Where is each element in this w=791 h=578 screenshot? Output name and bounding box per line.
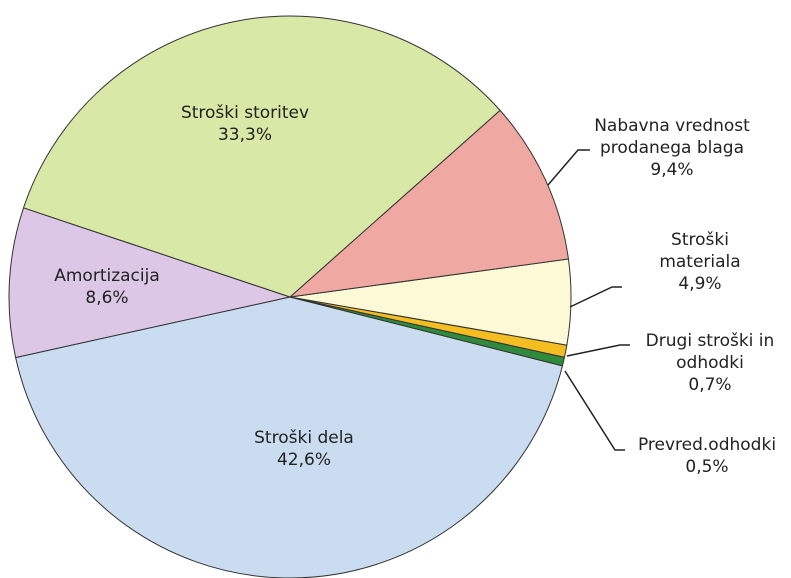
pie-slice [288, 109, 569, 298]
slice-label: Stroški dela 42,6% [219, 427, 389, 471]
slice-value: 4,9% [678, 274, 722, 294]
slice-value: 42,6% [276, 450, 331, 470]
leader-line [569, 286, 622, 308]
slice-label: Amortizacija 8,6% [32, 265, 182, 309]
leader-lines [547, 149, 630, 451]
leader-line [547, 149, 590, 186]
slice-name: Stroški dela [254, 428, 354, 448]
pie-slice [8, 207, 292, 359]
leader-line [564, 370, 625, 451]
slice-name: Stroški materiala [659, 230, 741, 272]
slice-value: 9,4% [650, 160, 694, 180]
slice-name: Stroški storitev [180, 103, 310, 123]
slice-name: Nabavna vrednost prodanega blaga [594, 116, 750, 158]
slice-value: 0,5% [685, 457, 729, 477]
slice-label: Stroški materiala 4,9% [640, 229, 760, 295]
slice-value: 0,7% [688, 375, 732, 395]
slice-name: Drugi stroški in odhodki [645, 331, 775, 373]
slice-label: Nabavna vrednost prodanega blaga 9,4% [577, 115, 767, 181]
slice-label: Prevred.odhodki 0,5% [622, 434, 791, 478]
slice-name: Prevred.odhodki [637, 435, 777, 455]
slice-value: 33,3% [217, 125, 272, 145]
pie-slice [22, 15, 501, 298]
slice-label: Stroški storitev 33,3% [160, 102, 330, 146]
slice-name: Amortizacija [54, 266, 160, 286]
leader-line [566, 344, 630, 357]
slice-value: 8,6% [85, 288, 129, 308]
slice-label: Drugi stroški in odhodki 0,7% [625, 330, 791, 396]
